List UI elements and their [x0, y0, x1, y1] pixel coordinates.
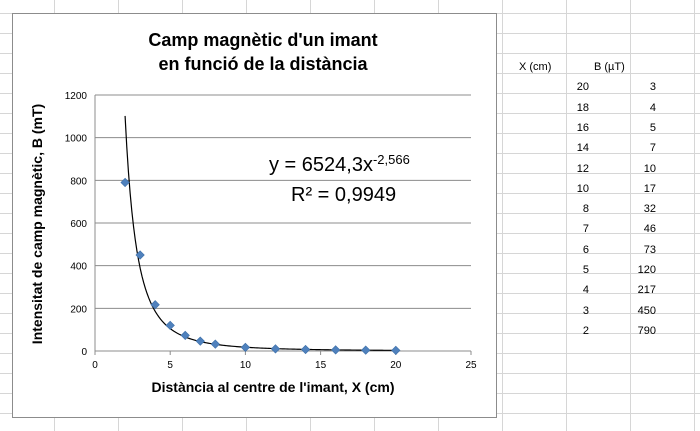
table-cell-x[interactable]: 2 — [582, 324, 589, 337]
chart-title-line-2: en funció de la distància — [158, 54, 368, 74]
x-tick-label: 0 — [92, 360, 98, 371]
data-point-marker — [361, 345, 371, 355]
chart[interactable]: Camp magnètic d'un imant en funció de la… — [12, 13, 497, 418]
data-point-marker — [300, 344, 311, 355]
table-cell-x[interactable]: 8 — [582, 203, 589, 216]
x-tick-label: 5 — [167, 360, 173, 371]
table-cell-b[interactable]: 73 — [643, 243, 656, 256]
y-axis-title: Intensitat de camp magnètic, B (mT) — [29, 103, 45, 345]
data-point-marker — [240, 342, 251, 352]
table-cell-b[interactable]: 3 — [649, 81, 656, 94]
y-tick-label: 1000 — [65, 134, 88, 145]
data-point-marker — [165, 320, 175, 331]
y-tick-label: 600 — [70, 219, 87, 230]
y-tick-label: 1200 — [65, 91, 88, 102]
equation-exponent: -2,566 — [372, 152, 410, 167]
data-point-marker — [391, 345, 401, 355]
x-tick-label: 15 — [315, 360, 327, 371]
column-header-b[interactable]: B (µT) — [594, 61, 625, 73]
power-trendline — [124, 115, 396, 351]
table-cell-b[interactable]: 46 — [643, 223, 656, 236]
data-point-marker — [135, 250, 145, 260]
table-cell-x[interactable]: 6 — [582, 243, 589, 256]
x-tick-label: 10 — [240, 360, 252, 371]
table-cell-b[interactable]: 17 — [643, 182, 656, 195]
table-cell-b[interactable]: 120 — [637, 264, 656, 276]
table-cell-b[interactable]: 790 — [637, 324, 656, 337]
table-cell-b[interactable]: 4 — [649, 101, 656, 114]
table-cell-b[interactable]: 32 — [643, 203, 656, 216]
table-cell-b[interactable]: 5 — [649, 121, 656, 134]
data-point-marker — [270, 344, 281, 354]
y-tick-label: 200 — [70, 304, 87, 315]
table-cell-x[interactable]: 5 — [582, 264, 589, 276]
plot-area: 0 200 400 600 800 1000 1200 0 5 10 15 20 25 — [65, 91, 477, 371]
data-point-marker — [120, 177, 130, 188]
x-axis-title: Distància al centre de l'imant, X (cm) — [151, 379, 395, 395]
table-cell-b[interactable]: 217 — [637, 284, 656, 297]
chart-title-line-1: Camp magnètic d'un imant — [148, 30, 378, 50]
table-cell-x[interactable]: 14 — [576, 142, 589, 155]
chart-title: Camp magnètic d'un imant en funció de la… — [108, 28, 418, 76]
data-point-marker — [150, 300, 160, 310]
table-cell-x[interactable]: 10 — [576, 182, 589, 195]
data-point-marker — [210, 339, 220, 349]
table-cell-x[interactable]: 12 — [576, 162, 589, 175]
table-cell-x[interactable]: 20 — [576, 81, 589, 94]
y-tick-label: 800 — [70, 176, 87, 187]
table-cell-x[interactable]: 18 — [576, 101, 589, 114]
data-point-marker — [331, 345, 341, 355]
x-tick-label: 25 — [465, 360, 477, 371]
r-squared-label: R² = 0,9949 — [291, 184, 397, 206]
table-cell-x[interactable]: 4 — [582, 284, 589, 297]
trendline-equation: y = 6524,3x-2,566 — [269, 152, 410, 177]
table-cell-b[interactable]: 450 — [637, 304, 656, 317]
table-cell-b[interactable]: 7 — [649, 142, 656, 155]
table-cell-x[interactable]: 7 — [582, 223, 589, 236]
y-tick-label: 0 — [81, 347, 87, 358]
data-point-marker — [195, 336, 205, 346]
column-header-x[interactable]: X (cm) — [519, 61, 552, 73]
x-tick-label: 20 — [390, 360, 402, 371]
data-point-marker — [180, 330, 190, 341]
table-cell-x[interactable]: 16 — [576, 121, 589, 134]
equation-main: y = 6524,3x — [269, 154, 373, 176]
table-cell-b[interactable]: 10 — [643, 162, 656, 175]
table-cell-x[interactable]: 3 — [582, 304, 589, 317]
y-tick-label: 400 — [70, 262, 87, 273]
